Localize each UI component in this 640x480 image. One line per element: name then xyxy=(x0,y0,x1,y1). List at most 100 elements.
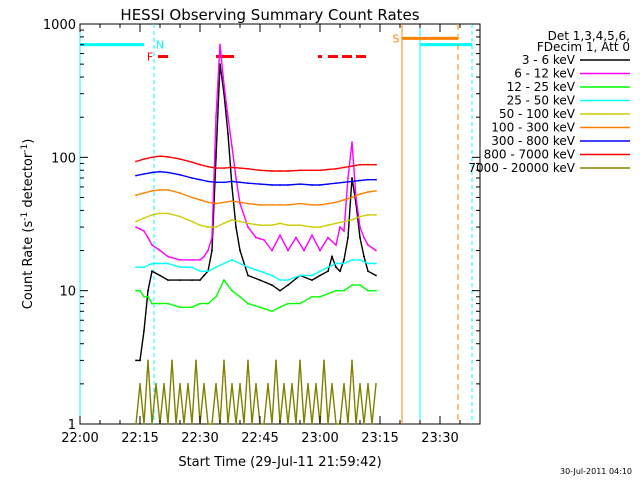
series-point-2 xyxy=(135,289,137,292)
x-axis-label: Start Time (29-Jul-11 21:59:42) xyxy=(178,455,381,470)
series-point-5 xyxy=(159,189,161,191)
series-point-6 xyxy=(367,178,369,181)
series-point-2 xyxy=(191,306,193,309)
series-point-0 xyxy=(167,279,169,281)
series-point-6 xyxy=(207,180,209,183)
series-point-0 xyxy=(235,226,237,229)
series-point-4 xyxy=(167,212,169,215)
series-point-5 xyxy=(279,204,281,206)
series-point-6 xyxy=(327,183,329,186)
series-point-1 xyxy=(303,249,305,252)
series-point-2 xyxy=(375,289,377,292)
series-point-1 xyxy=(219,43,221,46)
series-point-3 xyxy=(367,262,369,265)
series-point-2 xyxy=(271,310,273,313)
series-point-1 xyxy=(135,226,137,229)
series-point-6 xyxy=(287,184,289,186)
series-point-8 xyxy=(251,423,253,425)
series-point-8 xyxy=(235,423,237,425)
series-point-2 xyxy=(351,284,353,286)
series-point-1 xyxy=(339,226,341,229)
series-point-5 xyxy=(351,196,353,199)
series-point-1 xyxy=(139,228,141,230)
series-point-4 xyxy=(351,218,353,221)
series-point-1 xyxy=(191,259,193,261)
series-point-3 xyxy=(159,262,161,265)
series-point-0 xyxy=(239,249,241,252)
series-point-1 xyxy=(215,116,217,119)
x-tick-label: 23:15 xyxy=(361,431,398,446)
series-point-0 xyxy=(191,279,193,281)
series-point-8 xyxy=(239,383,241,385)
series-point-4 xyxy=(367,214,369,216)
series-point-8 xyxy=(243,423,245,425)
series-point-8 xyxy=(207,423,209,425)
series-point-7 xyxy=(335,167,337,170)
series-point-7 xyxy=(287,170,289,172)
legend-label: 100 - 300 keV xyxy=(491,121,575,135)
legend-label: 25 - 50 keV xyxy=(507,94,576,108)
series-point-7 xyxy=(239,167,241,170)
series-point-8 xyxy=(211,423,213,425)
series-point-3 xyxy=(279,279,281,281)
series-point-3 xyxy=(167,262,169,265)
series-point-4 xyxy=(279,222,281,225)
series-point-8 xyxy=(191,423,193,425)
series-point-4 xyxy=(299,224,301,227)
series-point-6 xyxy=(335,182,337,185)
series-point-0 xyxy=(143,329,145,332)
series-point-2 xyxy=(287,302,289,305)
series-point-0 xyxy=(135,359,137,362)
series-point-3 xyxy=(151,262,153,265)
series-point-8 xyxy=(327,423,329,425)
series-point-1 xyxy=(231,145,233,148)
series-point-8 xyxy=(255,383,257,385)
series-point-2 xyxy=(143,295,145,298)
series-point-6 xyxy=(375,178,377,181)
series-point-8 xyxy=(155,383,157,385)
series-point-4 xyxy=(311,226,313,229)
series-point-0 xyxy=(231,186,233,188)
series-point-2 xyxy=(239,295,241,298)
series-point-1 xyxy=(343,230,345,232)
series-point-1 xyxy=(159,249,161,252)
series-point-6 xyxy=(199,178,201,181)
series-point-8 xyxy=(227,423,229,425)
series-point-5 xyxy=(271,204,273,206)
series-point-4 xyxy=(143,217,145,220)
series-point-1 xyxy=(311,234,313,237)
legend-label: 300 - 800 keV xyxy=(491,134,575,148)
series-point-8 xyxy=(299,359,301,362)
series-point-3 xyxy=(239,262,241,265)
series-point-8 xyxy=(307,383,309,385)
series-point-5 xyxy=(167,189,169,191)
series-point-7 xyxy=(179,158,181,161)
series-point-1 xyxy=(367,244,369,246)
series-point-1 xyxy=(151,244,153,246)
series-point-0 xyxy=(179,279,181,281)
series-point-1 xyxy=(247,226,249,229)
series-point-1 xyxy=(287,249,289,252)
series-point-3 xyxy=(311,274,313,277)
series-point-6 xyxy=(239,181,241,184)
x-tick-label: 23:00 xyxy=(301,431,338,446)
series-point-7 xyxy=(359,163,361,166)
series-point-8 xyxy=(231,383,233,385)
series-point-4 xyxy=(375,214,377,216)
series-point-3 xyxy=(319,270,321,273)
series-point-1 xyxy=(255,236,257,239)
series-point-5 xyxy=(191,196,193,199)
series-point-1 xyxy=(359,226,361,229)
legend: Det 1,3,4,5,6, FDecim 1, Att 0 3 - 6 keV… xyxy=(468,29,630,175)
series-point-6 xyxy=(231,180,233,183)
series-point-8 xyxy=(363,423,365,425)
series-line-4 xyxy=(135,212,376,228)
series-point-4 xyxy=(319,226,321,229)
series-point-2 xyxy=(215,295,217,298)
series-point-7 xyxy=(151,156,153,159)
series-point-3 xyxy=(259,270,261,273)
series-point-5 xyxy=(135,194,137,197)
saa-marker-label: S xyxy=(393,32,400,45)
series-point-8 xyxy=(247,359,249,362)
